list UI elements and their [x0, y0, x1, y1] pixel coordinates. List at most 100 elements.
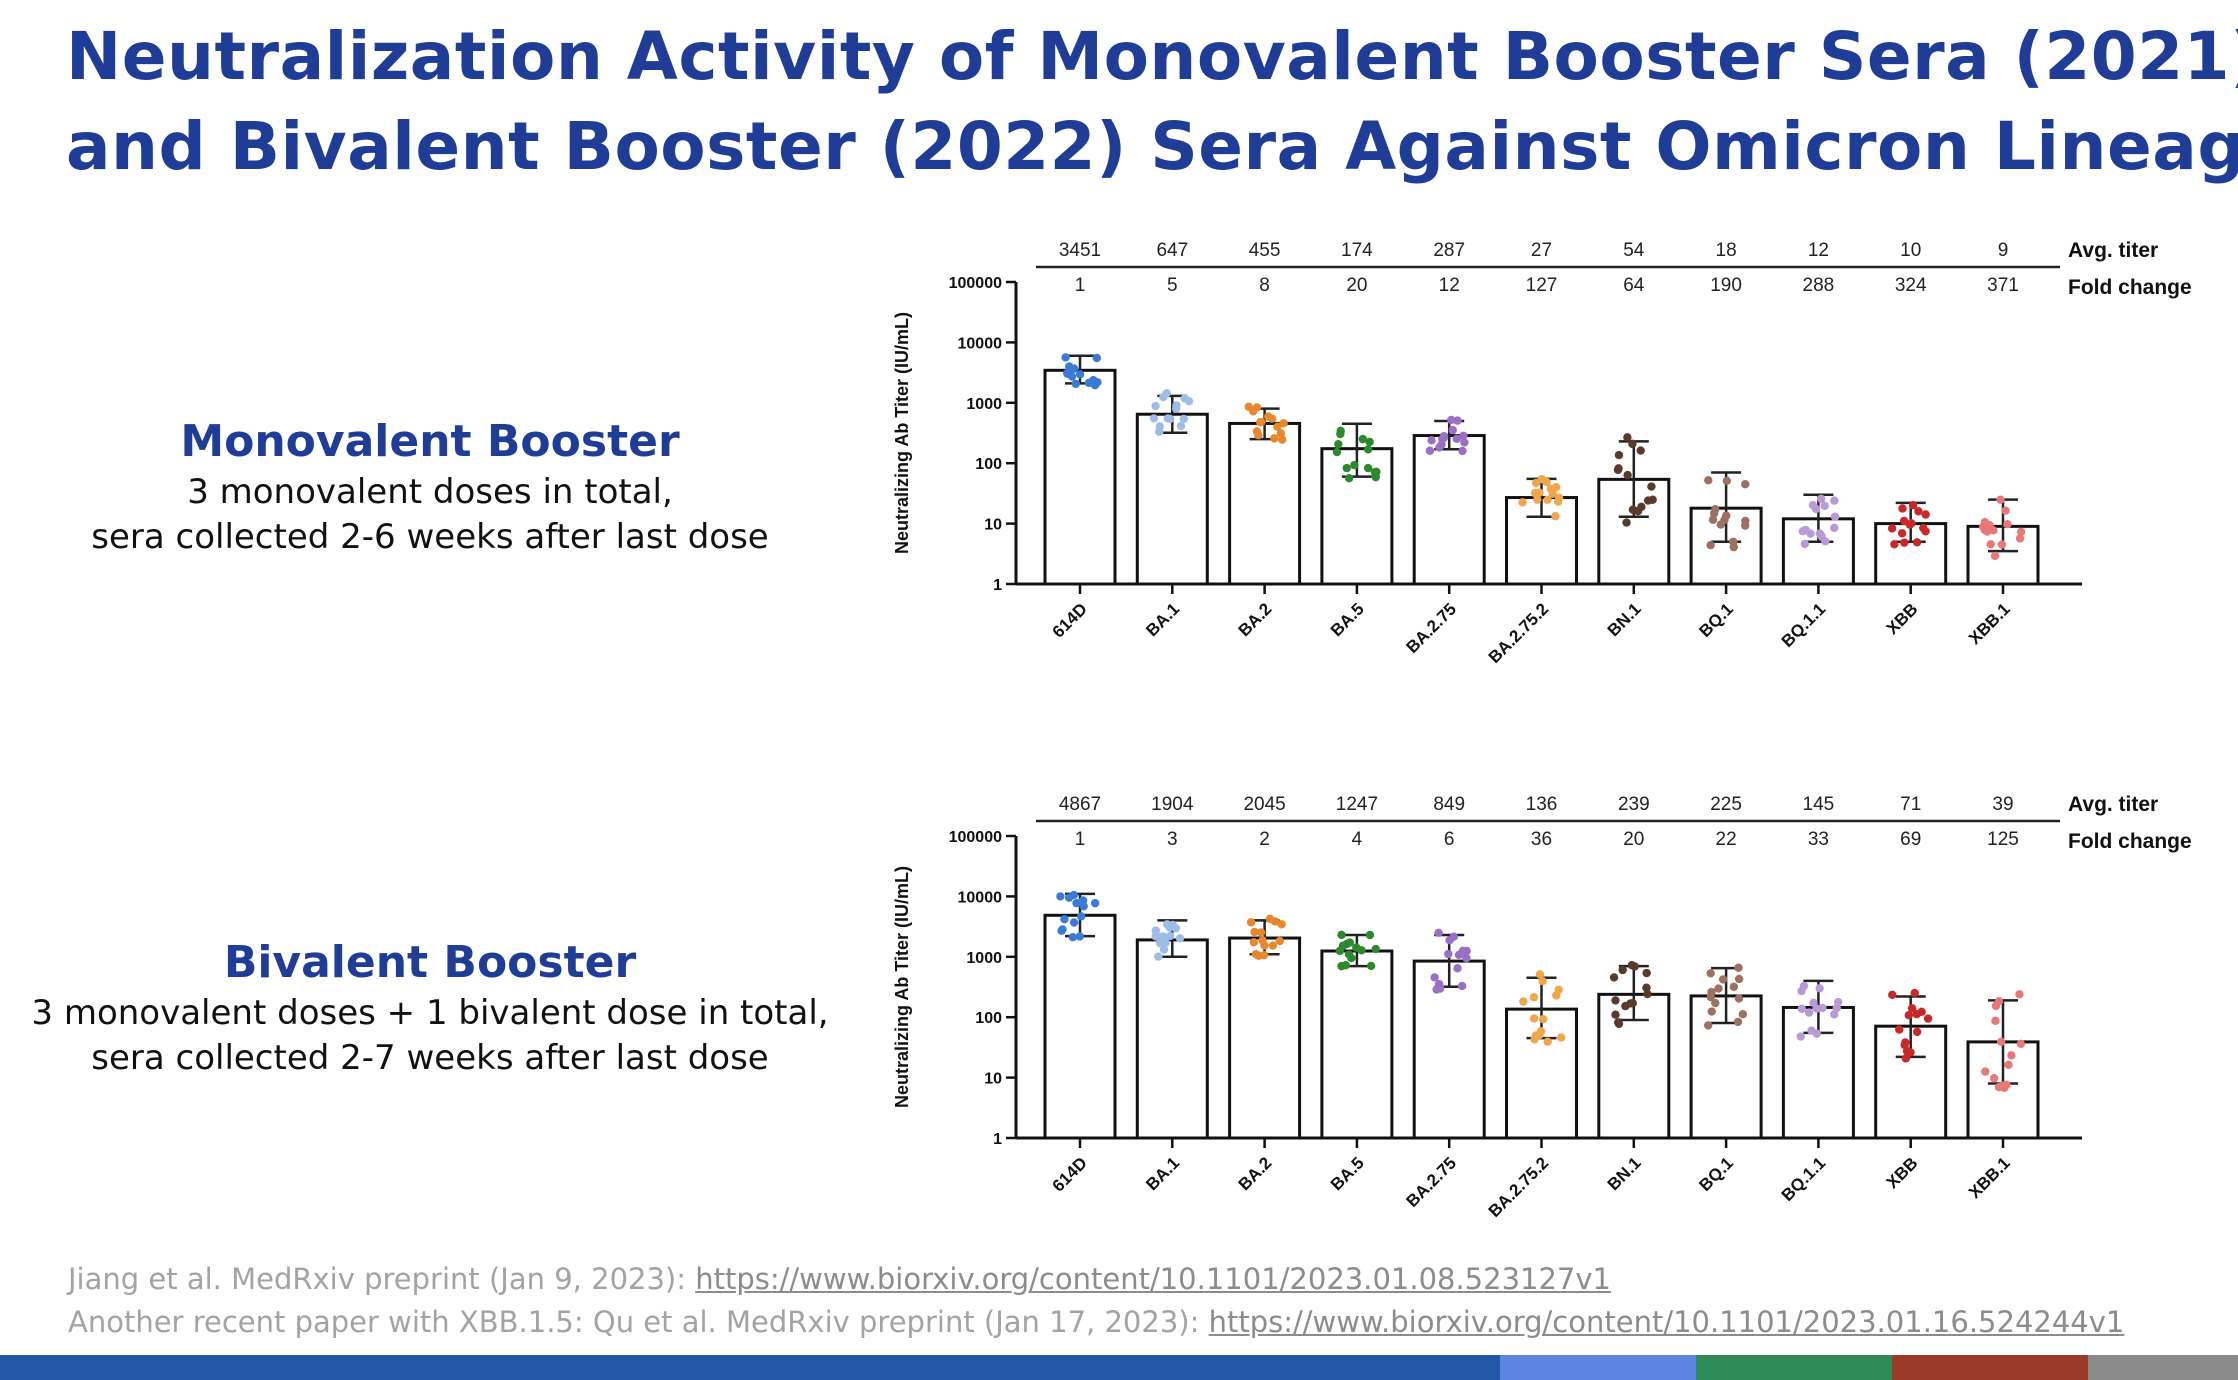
data-point: [1980, 518, 1990, 527]
data-point: [1623, 470, 1632, 480]
data-point: [1919, 523, 1928, 533]
data-point: [1254, 431, 1263, 440]
fold-change-value: 190: [1710, 275, 1742, 296]
data-point: [1267, 414, 1277, 423]
data-point: [1614, 450, 1624, 460]
fold-change-value: 2: [1259, 829, 1270, 850]
x-tick-label: 614D: [1049, 1153, 1091, 1195]
bar: [1135, 938, 1209, 1140]
citation-2-text: Another recent paper with XBB.1.5: Qu et…: [68, 1305, 1209, 1339]
data-point: [1830, 496, 1839, 505]
footer-segment-blue: [0, 1355, 1500, 1380]
data-point: [1458, 446, 1467, 456]
fold-change-value: 1: [1075, 829, 1086, 850]
avg-titer-value: 54: [1623, 240, 1645, 261]
citation-1-text: Jiang et al. MedRxiv preprint (Jan 9, 20…: [68, 1262, 696, 1296]
data-point: [1344, 474, 1354, 483]
data-point: [1090, 898, 1100, 908]
y-tick-label: 1000: [966, 950, 1002, 967]
data-point: [1914, 507, 1923, 516]
data-point: [1366, 961, 1376, 971]
bar: [1228, 936, 1302, 1140]
citation-1-link[interactable]: https://www.biorxiv.org/content/10.1101/…: [695, 1262, 1611, 1296]
data-point: [1449, 932, 1458, 941]
data-point: [1806, 529, 1815, 538]
data-point: [1821, 537, 1830, 546]
data-point: [2000, 1083, 2009, 1092]
y-tick-label: 1000: [966, 396, 1002, 413]
fold-change-value: 125: [1987, 829, 2019, 850]
citation-2-link[interactable]: https://www.biorxiv.org/content/10.1101/…: [1208, 1305, 2125, 1339]
avg-titer-value: 174: [1341, 240, 1373, 261]
data-point: [1729, 537, 1738, 547]
panel-heading: Monovalent Booster: [180, 416, 680, 467]
y-tick-label: 10000: [958, 889, 1003, 906]
data-point: [1901, 1054, 1911, 1063]
data-point: [1628, 439, 1637, 449]
data-point: [1089, 375, 1098, 385]
data-point: [1064, 893, 1074, 902]
fold-change-value: 8: [1259, 275, 1270, 296]
data-point: [1529, 993, 1539, 1002]
fold-change-value: 1: [1075, 275, 1086, 296]
data-point: [1890, 540, 1899, 549]
avg-titer-value: 27: [1531, 240, 1552, 261]
data-point: [1733, 1017, 1743, 1027]
data-point: [1244, 402, 1253, 412]
fold-change-value: 12: [1439, 275, 1460, 296]
fold-change-value: 64: [1623, 275, 1645, 296]
data-point: [1434, 928, 1443, 938]
chart-bivalent: Avg. titer Fold change 1 10 100 1000 10000 1000…: [892, 793, 2192, 1221]
data-point: [1797, 1004, 1807, 1013]
y-tick-label: 1: [993, 577, 1002, 594]
data-point: [1741, 516, 1750, 526]
x-tick-label: BA.5: [1327, 1153, 1368, 1194]
data-point: [1643, 496, 1653, 505]
x-tick-label: XBB.1: [1965, 1153, 2014, 1202]
data-point: [1703, 1021, 1713, 1030]
citation-2: Another recent paper with XBB.1.5: Qu et…: [68, 1301, 2124, 1344]
data-point: [1741, 480, 1750, 489]
data-point: [1796, 1032, 1805, 1041]
data-point: [1900, 538, 1909, 547]
data-point: [1535, 970, 1545, 979]
data-point: [1818, 1003, 1827, 1013]
avg-titer-value: 239: [1618, 794, 1650, 815]
data-point: [1797, 986, 1806, 996]
x-tick-label: BA.5: [1327, 599, 1368, 640]
data-point: [1459, 431, 1468, 441]
data-point: [1519, 997, 1528, 1006]
data-point: [1447, 415, 1456, 425]
data-point: [1071, 379, 1080, 389]
data-point: [1910, 988, 1919, 998]
data-point: [1907, 1004, 1917, 1013]
data-point: [1165, 923, 1174, 932]
data-point: [1820, 501, 1829, 511]
fold-change-value: 6: [1444, 829, 1455, 850]
data-point: [1342, 939, 1352, 949]
avg-titer-label: Avg. titer: [2068, 239, 2158, 262]
data-point: [1991, 1016, 2000, 1025]
data-point: [1722, 511, 1731, 520]
bar: [1781, 1005, 1855, 1140]
bar: [1043, 368, 1117, 586]
x-tick-label: BA.2.75.2: [1485, 1153, 1553, 1221]
data-point: [1462, 953, 1471, 963]
bar: [1412, 959, 1486, 1140]
data-point: [1165, 931, 1175, 941]
fold-change-value: 36: [1531, 829, 1552, 850]
x-tick-label: XBB: [1883, 1153, 1922, 1192]
data-point: [1980, 525, 1989, 535]
data-point: [1452, 434, 1461, 443]
data-point: [1273, 422, 1282, 431]
data-point: [1370, 467, 1380, 477]
avg-titer-value: 455: [1249, 240, 1281, 261]
data-point: [1092, 353, 1101, 363]
data-point: [1981, 1067, 1990, 1076]
fold-change-value: 127: [1526, 275, 1558, 296]
data-point: [1815, 529, 1825, 538]
data-point: [1807, 1026, 1816, 1035]
data-point: [2001, 506, 2010, 515]
data-point: [1432, 985, 1441, 994]
citations: Jiang et al. MedRxiv preprint (Jan 9, 20…: [68, 1258, 2124, 1344]
